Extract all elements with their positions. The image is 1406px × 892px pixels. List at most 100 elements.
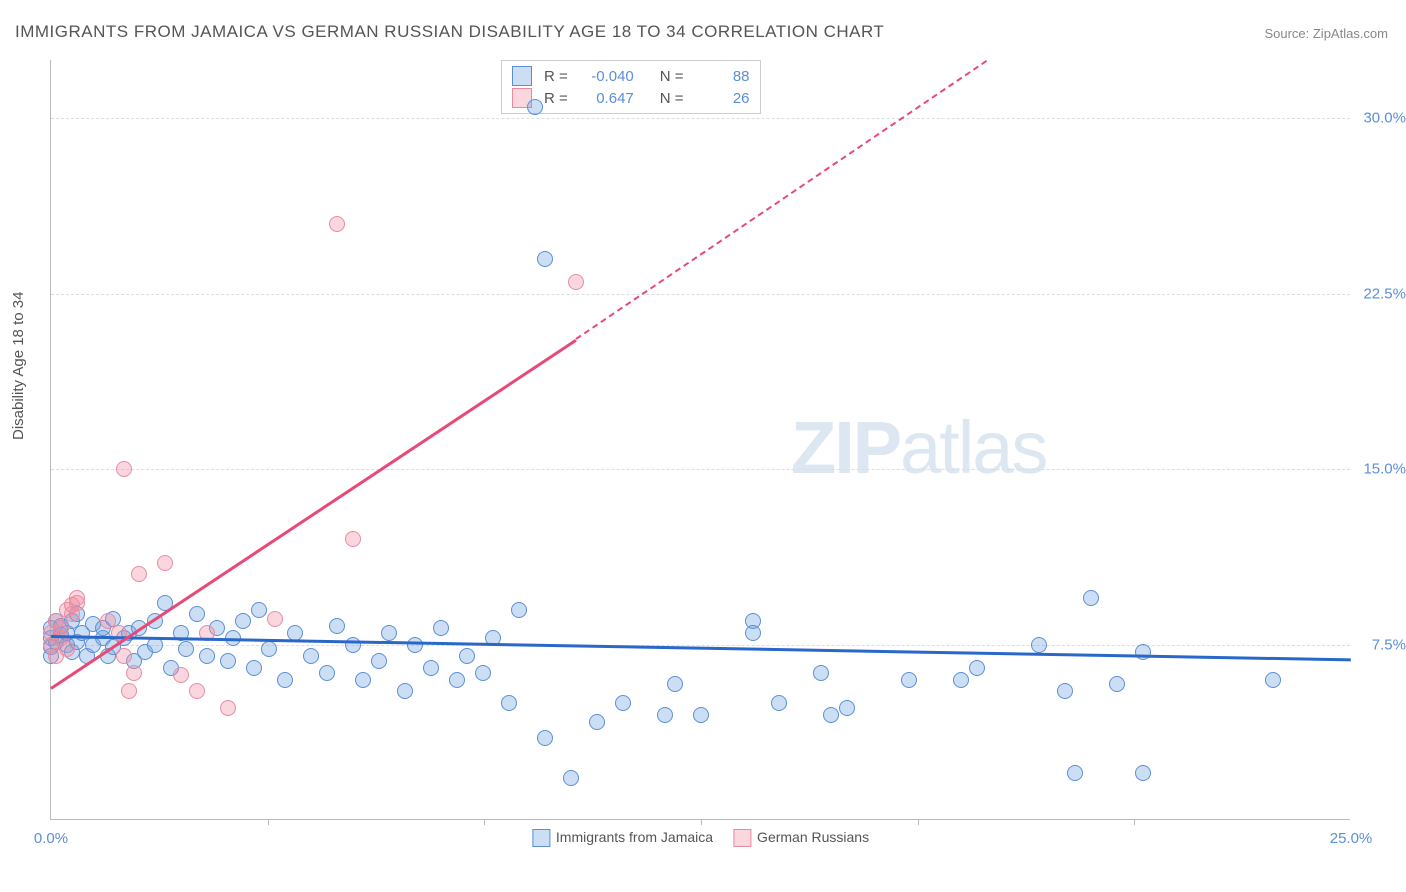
series-2-r-value: 0.647 (576, 90, 634, 107)
data-point (537, 251, 553, 267)
chart-title: IMMIGRANTS FROM JAMAICA VS GERMAN RUSSIA… (15, 22, 884, 42)
data-point (303, 648, 319, 664)
data-point (823, 707, 839, 723)
source-label: Source: (1264, 26, 1312, 41)
data-point (693, 707, 709, 723)
y-tick-label: 30.0% (1363, 110, 1406, 127)
data-point (355, 672, 371, 688)
data-point (745, 625, 761, 641)
data-point (59, 641, 75, 657)
data-point (397, 683, 413, 699)
data-point (1083, 590, 1099, 606)
y-tick-label: 15.0% (1363, 461, 1406, 478)
data-point (901, 672, 917, 688)
data-point (839, 700, 855, 716)
data-point (1135, 765, 1151, 781)
data-point (329, 618, 345, 634)
data-point (319, 665, 335, 681)
series-1-r-value: -0.040 (576, 68, 634, 85)
series-2-n-value: 26 (692, 90, 750, 107)
gridline-h (51, 118, 1350, 119)
data-point (1067, 765, 1083, 781)
trend-line (51, 635, 1351, 661)
data-point (235, 613, 251, 629)
data-point (1057, 683, 1073, 699)
data-point (277, 672, 293, 688)
data-point (475, 665, 491, 681)
gridline-h (51, 294, 1350, 295)
data-point (220, 653, 236, 669)
gridline-h (51, 645, 1350, 646)
data-point (449, 672, 465, 688)
data-point (251, 602, 267, 618)
r-label: R = (544, 68, 568, 85)
watermark-atlas: atlas (900, 406, 1046, 489)
data-point (657, 707, 673, 723)
data-point (423, 660, 439, 676)
data-point (371, 653, 387, 669)
data-point (329, 216, 345, 232)
legend-item-series-1: Immigrants from Jamaica (532, 829, 713, 847)
x-tick (268, 819, 269, 825)
y-axis-label: Disability Age 18 to 34 (10, 292, 27, 440)
data-point (157, 555, 173, 571)
series-legend: Immigrants from Jamaica German Russians (532, 829, 869, 847)
source-attribution: Source: ZipAtlas.com (1264, 26, 1388, 41)
data-point (381, 625, 397, 641)
data-point (459, 648, 475, 664)
data-point (667, 676, 683, 692)
data-point (589, 714, 605, 730)
series-1-swatch-icon (512, 66, 532, 86)
data-point (121, 683, 137, 699)
data-point (267, 611, 283, 627)
data-point (173, 667, 189, 683)
data-point (1031, 637, 1047, 653)
x-tick-label: 25.0% (1330, 830, 1373, 847)
stats-row-series-2: R = 0.647 N = 26 (512, 87, 750, 109)
data-point (53, 620, 69, 636)
y-tick-label: 22.5% (1363, 285, 1406, 302)
data-point (126, 665, 142, 681)
data-point (527, 99, 543, 115)
data-point (246, 660, 262, 676)
data-point (345, 637, 361, 653)
n-label: N = (660, 90, 684, 107)
watermark: ZIPatlas (791, 405, 1046, 490)
data-point (537, 730, 553, 746)
stats-row-series-1: R = -0.040 N = 88 (512, 65, 750, 87)
watermark-zip: ZIP (791, 406, 900, 489)
series-2-name: German Russians (757, 829, 869, 845)
data-point (116, 461, 132, 477)
data-point (199, 648, 215, 664)
data-point (568, 274, 584, 290)
data-point (511, 602, 527, 618)
series-1-swatch-icon (532, 829, 550, 847)
data-point (116, 648, 132, 664)
series-1-name: Immigrants from Jamaica (556, 829, 713, 845)
data-point (69, 595, 85, 611)
series-1-n-value: 88 (692, 68, 750, 85)
data-point (563, 770, 579, 786)
data-point (771, 695, 787, 711)
data-point (189, 683, 205, 699)
data-point (131, 566, 147, 582)
source-link[interactable]: ZipAtlas.com (1313, 26, 1388, 41)
data-point (969, 660, 985, 676)
scatter-plot-area: ZIPatlas R = -0.040 N = 88 R = 0.647 N =… (50, 60, 1350, 820)
series-2-swatch-icon (733, 829, 751, 847)
data-point (189, 606, 205, 622)
data-point (345, 531, 361, 547)
data-point (1265, 672, 1281, 688)
data-point (178, 641, 194, 657)
data-point (615, 695, 631, 711)
x-tick (701, 819, 702, 825)
data-point (1109, 676, 1125, 692)
n-label: N = (660, 68, 684, 85)
x-tick (918, 819, 919, 825)
data-point (501, 695, 517, 711)
x-tick (1134, 819, 1135, 825)
y-tick-label: 7.5% (1372, 636, 1406, 653)
data-point (813, 665, 829, 681)
legend-item-series-2: German Russians (733, 829, 869, 847)
data-point (220, 700, 236, 716)
